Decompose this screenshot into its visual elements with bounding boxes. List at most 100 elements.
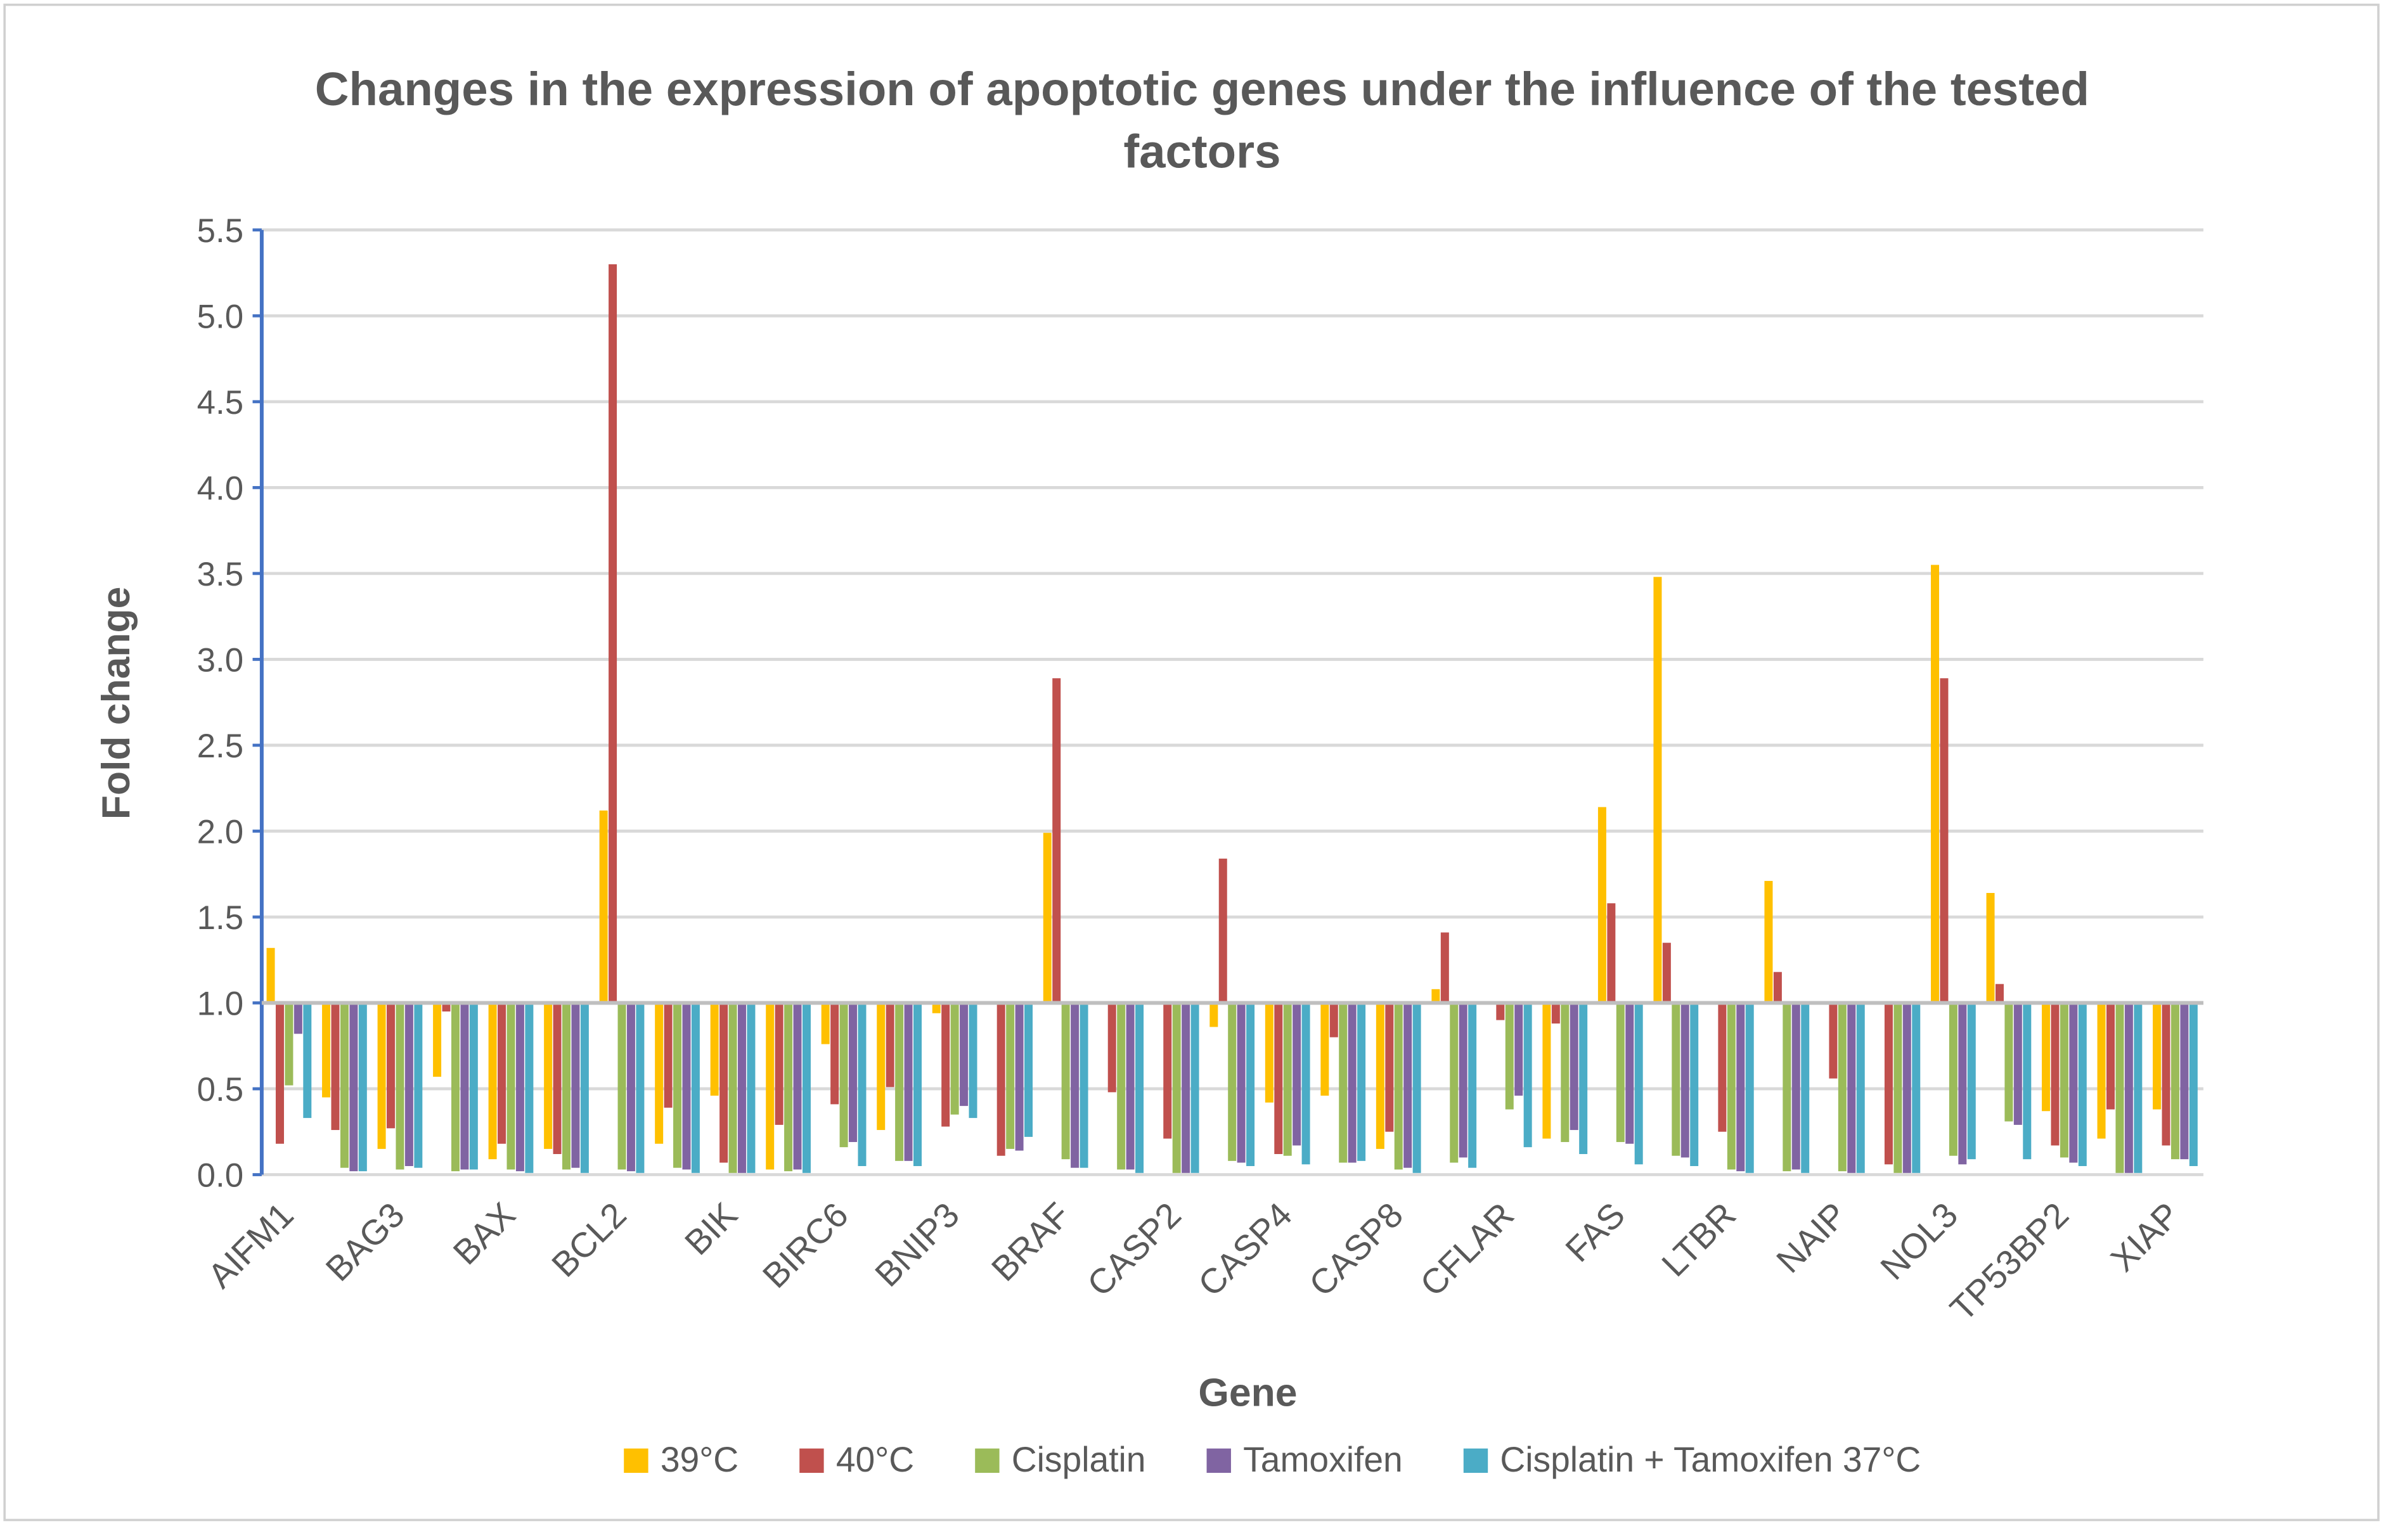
- bar: [1940, 678, 1949, 1003]
- bar: [1431, 989, 1440, 1003]
- bar: [2069, 1003, 2078, 1163]
- bar: [941, 1003, 950, 1127]
- bar: [913, 1003, 922, 1166]
- bar: [1570, 1003, 1578, 1131]
- bar: [1329, 1003, 1338, 1037]
- bar: [1218, 858, 1227, 1003]
- y-tick-label: 4.5: [197, 384, 243, 421]
- bar: [793, 1003, 802, 1170]
- bar: [571, 1003, 580, 1168]
- bar: [2097, 1003, 2106, 1139]
- bar: [2051, 1003, 2060, 1146]
- bar: [1505, 1003, 1514, 1110]
- chart-title: Changes in the expression of apoptotic g…: [314, 62, 2090, 179]
- bar: [1958, 1003, 1967, 1165]
- y-tick-label: 2.5: [197, 728, 243, 765]
- bar: [349, 1003, 358, 1172]
- bar: [1597, 807, 1606, 1003]
- bar: [1838, 1003, 1847, 1172]
- y-tick-label: 5.0: [197, 298, 243, 336]
- bar: [1459, 1003, 1467, 1158]
- bar: [1579, 1003, 1588, 1155]
- bar: [1764, 881, 1773, 1003]
- bar: [2153, 1003, 2162, 1110]
- bar: [886, 1003, 894, 1088]
- bar: [1163, 1003, 1172, 1139]
- bar: [1006, 1003, 1015, 1149]
- legend-label: Cisplatin + Tamoxifen 37°C: [1500, 1440, 1921, 1479]
- bar: [1468, 1003, 1477, 1168]
- bar: [1634, 1003, 1643, 1165]
- legend-swatch: [799, 1448, 824, 1473]
- bar: [1117, 1003, 1126, 1170]
- bar: [1995, 984, 2004, 1003]
- y-tick-label: 0.0: [197, 1157, 243, 1195]
- bar: [2078, 1003, 2087, 1166]
- bar: [1616, 1003, 1625, 1143]
- bar: [1440, 932, 1449, 1003]
- bar: [469, 1003, 478, 1170]
- bar: [1718, 1003, 1727, 1132]
- bar: [599, 810, 608, 1003]
- bar: [1190, 1003, 1199, 1173]
- y-tick-label: 2.0: [197, 814, 243, 851]
- bar: [1514, 1003, 1523, 1096]
- bar: [1662, 942, 1671, 1003]
- bar: [849, 1003, 858, 1143]
- legend-swatch: [975, 1448, 1000, 1473]
- bar: [1237, 1003, 1246, 1163]
- bar: [1496, 1003, 1505, 1020]
- bar: [396, 1003, 404, 1170]
- bar: [331, 1003, 340, 1131]
- bar: [2180, 1003, 2189, 1160]
- bar: [285, 1003, 293, 1086]
- bar: [506, 1003, 515, 1170]
- y-tick-label: 3.5: [197, 556, 243, 593]
- bar: [1551, 1003, 1560, 1024]
- bar: [515, 1003, 524, 1172]
- bar: [2060, 1003, 2068, 1158]
- chart-title-box: Changes in the expression of apoptotic g…: [314, 62, 2090, 179]
- bar: [1357, 1003, 1366, 1161]
- bar: [737, 1003, 746, 1173]
- bar: [877, 1003, 886, 1131]
- bar: [293, 1003, 302, 1034]
- bar: [2023, 1003, 2032, 1160]
- bar: [340, 1003, 349, 1168]
- bar: [1274, 1003, 1283, 1155]
- bar: [1052, 678, 1061, 1003]
- bar: [858, 1003, 867, 1166]
- legend-label: Tamoxifen: [1243, 1440, 1403, 1479]
- bar: [2189, 1003, 2198, 1166]
- bar: [322, 1003, 331, 1098]
- bar: [358, 1003, 367, 1172]
- bar: [1736, 1003, 1745, 1172]
- bar: [1283, 1003, 1292, 1156]
- bar: [904, 1003, 913, 1161]
- bar: [1071, 1003, 1080, 1168]
- bar: [1339, 1003, 1348, 1163]
- bar: [1450, 1003, 1459, 1163]
- bar: [1672, 1003, 1680, 1156]
- bar: [2124, 1003, 2133, 1173]
- bar: [303, 1003, 312, 1119]
- bar: [617, 1003, 626, 1170]
- bar: [1320, 1003, 1329, 1096]
- bar: [387, 1003, 396, 1129]
- bar: [1394, 1003, 1403, 1170]
- bar: [498, 1003, 506, 1144]
- bar: [525, 1003, 534, 1173]
- bar: [544, 1003, 553, 1149]
- bar: [580, 1003, 589, 1173]
- bar: [266, 947, 275, 1003]
- bar: [553, 1003, 562, 1155]
- bar: [1135, 1003, 1144, 1173]
- bar: [451, 1003, 460, 1172]
- bar: [1912, 1003, 1921, 1173]
- bar: [1902, 1003, 1911, 1173]
- bar: [2115, 1003, 2124, 1173]
- legend-swatch: [1463, 1448, 1488, 1473]
- bar: [377, 1003, 386, 1149]
